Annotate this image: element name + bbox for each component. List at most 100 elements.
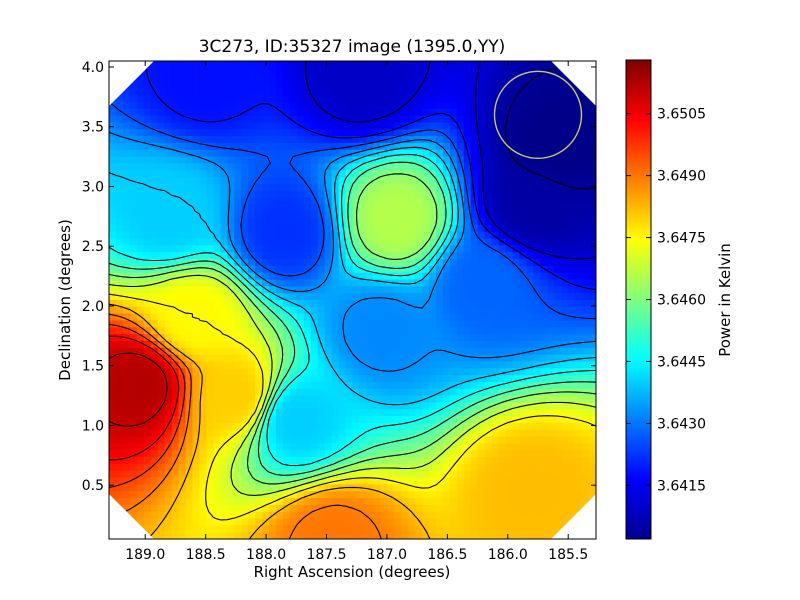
- heatmap-cell: [533, 327, 541, 335]
- heatmap-cell: [380, 163, 388, 171]
- heatmap-cell: [262, 443, 270, 451]
- heatmap-cell: [477, 142, 486, 151]
- heatmap-cell: [380, 375, 388, 383]
- heatmap-cell: [415, 525, 423, 533]
- heatmap-cell: [262, 470, 270, 479]
- heatmap-cell: [296, 504, 305, 513]
- heatmap-cell: [269, 61, 277, 69]
- heatmap-cell: [470, 108, 479, 117]
- heatmap-cell: [547, 170, 555, 178]
- heatmap-cell: [484, 347, 493, 356]
- heatmap-cell: [547, 463, 555, 472]
- heatmap-cell: [109, 129, 117, 137]
- heatmap-cell: [533, 436, 541, 444]
- heatmap-cell: [484, 320, 493, 328]
- heatmap-cell: [310, 491, 319, 499]
- heatmap-cell: [512, 300, 521, 308]
- heatmap-cell: [310, 259, 319, 267]
- heatmap-cell: [338, 375, 347, 383]
- heatmap-cell: [324, 95, 333, 103]
- heatmap-cell: [317, 61, 326, 69]
- heatmap-cell: [380, 286, 388, 294]
- heatmap-cell: [303, 402, 312, 410]
- heatmap-cell: [220, 416, 228, 424]
- heatmap-cell: [526, 409, 534, 417]
- heatmap-cell: [387, 272, 395, 281]
- heatmap-cell: [310, 286, 319, 294]
- heatmap-cell: [470, 525, 479, 533]
- heatmap-cell: [366, 320, 374, 328]
- heatmap-cell: [310, 81, 319, 89]
- heatmap-cell: [303, 477, 312, 485]
- heatmap-cell: [547, 300, 555, 308]
- heatmap-cell: [157, 101, 166, 110]
- heatmap-cell: [345, 375, 354, 383]
- heatmap-cell: [519, 409, 528, 417]
- heatmap-cell: [547, 204, 555, 212]
- heatmap-cell: [115, 306, 124, 315]
- heatmap-cell: [185, 334, 194, 342]
- heatmap-cell: [345, 136, 354, 144]
- heatmap-cell: [408, 183, 416, 192]
- heatmap-cell: [477, 293, 486, 301]
- heatmap-cell: [561, 177, 569, 185]
- heatmap-cell: [109, 108, 117, 117]
- heatmap-cell: [199, 525, 207, 533]
- heatmap-cell: [269, 347, 277, 356]
- heatmap-cell: [282, 163, 291, 171]
- heatmap-cell: [449, 81, 458, 89]
- heatmap-cell: [442, 67, 451, 76]
- x-tick-label: 189.0: [125, 547, 165, 563]
- heatmap-cell: [366, 149, 374, 158]
- heatmap-cell: [512, 334, 521, 342]
- heatmap-cell: [498, 293, 507, 301]
- heatmap-cell: [394, 491, 402, 499]
- heatmap-cell: [401, 463, 409, 472]
- heatmap-cell: [575, 177, 583, 185]
- heatmap-cell: [157, 327, 166, 335]
- heatmap-cell: [435, 443, 444, 451]
- heatmap-cell: [282, 129, 291, 137]
- heatmap-cell: [227, 306, 235, 315]
- heatmap-cell: [192, 279, 201, 287]
- heatmap-cell: [366, 402, 374, 410]
- heatmap-cell: [589, 395, 596, 404]
- heatmap-cell: [582, 409, 590, 417]
- heatmap-cell: [324, 525, 333, 533]
- heatmap-cell: [380, 409, 388, 417]
- heatmap-cell: [380, 368, 388, 376]
- heatmap-cell: [150, 67, 159, 76]
- heatmap-cell: [533, 300, 541, 308]
- heatmap-cell: [324, 416, 333, 424]
- heatmap-cell: [296, 61, 305, 69]
- heatmap-cell: [171, 129, 180, 137]
- heatmap-cell: [519, 129, 528, 137]
- x-tick-label: 188.5: [186, 547, 226, 563]
- heatmap-cell: [491, 115, 500, 124]
- heatmap-cell: [463, 511, 472, 520]
- heatmap-cell: [317, 218, 326, 226]
- heatmap-cell: [234, 129, 242, 137]
- heatmap-cell: [401, 218, 409, 226]
- heatmap-cell: [498, 259, 507, 267]
- heatmap-cell: [248, 101, 256, 110]
- heatmap-cell: [303, 136, 312, 144]
- heatmap-cell: [338, 416, 347, 424]
- heatmap-cell: [484, 101, 493, 110]
- heatmap-cell: [394, 115, 402, 124]
- heatmap-cell: [589, 361, 596, 369]
- heatmap-cell: [241, 457, 249, 465]
- heatmap-cell: [157, 95, 166, 103]
- heatmap-cell: [136, 142, 145, 151]
- heatmap-cell: [442, 81, 451, 89]
- heatmap-cell: [449, 381, 458, 390]
- heatmap-cell: [449, 443, 458, 451]
- heatmap-cell: [394, 88, 402, 96]
- heatmap-cell: [561, 463, 569, 472]
- heatmap-cell: [394, 177, 402, 185]
- heatmap-cell: [470, 74, 479, 83]
- heatmap-cell: [310, 368, 319, 376]
- heatmap-cell: [317, 313, 326, 322]
- heatmap-cell: [408, 416, 416, 424]
- heatmap-cell: [324, 190, 333, 199]
